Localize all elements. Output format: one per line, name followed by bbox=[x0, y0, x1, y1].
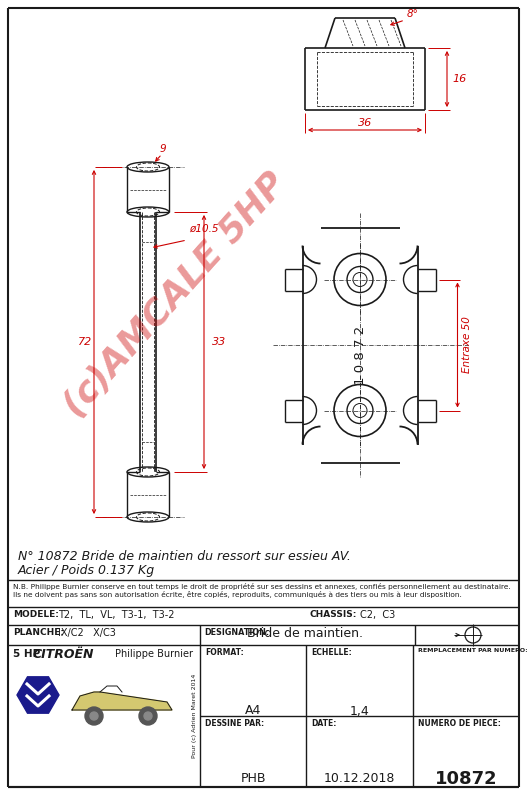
Text: T2,  TL,  VL,  T3-1,  T3-2: T2, TL, VL, T3-1, T3-2 bbox=[58, 610, 174, 620]
Text: DATE:: DATE: bbox=[311, 719, 337, 728]
Circle shape bbox=[90, 712, 98, 720]
Circle shape bbox=[139, 707, 157, 725]
Text: Bride de maintien.: Bride de maintien. bbox=[247, 627, 363, 640]
Text: 5 HP: 5 HP bbox=[13, 649, 40, 659]
Text: 36: 36 bbox=[358, 118, 372, 128]
Text: IX/C2   X/C3: IX/C2 X/C3 bbox=[58, 628, 116, 638]
Text: 1,4: 1,4 bbox=[349, 704, 369, 718]
Text: DESIGNATION:: DESIGNATION: bbox=[204, 628, 269, 637]
Text: 10872: 10872 bbox=[435, 770, 497, 788]
Text: 1 0 8 7 2: 1 0 8 7 2 bbox=[354, 325, 366, 385]
Polygon shape bbox=[72, 692, 172, 710]
Text: Entraxe 50: Entraxe 50 bbox=[463, 316, 473, 374]
Text: N.B. Philippe Burnier conserve en tout temps le droit de propriété sur ses dessi: N.B. Philippe Burnier conserve en tout t… bbox=[13, 583, 511, 598]
Text: 10.12.2018: 10.12.2018 bbox=[324, 771, 395, 785]
Text: 16: 16 bbox=[452, 74, 466, 84]
Text: C2,  C3: C2, C3 bbox=[360, 610, 395, 620]
Text: N° 10872 Bride de maintien du ressort sur essieu AV.: N° 10872 Bride de maintien du ressort su… bbox=[18, 550, 351, 563]
Text: Pour (c) Adrien Maret 2014: Pour (c) Adrien Maret 2014 bbox=[192, 674, 197, 758]
Text: ECHELLE:: ECHELLE: bbox=[311, 648, 352, 657]
Text: A4: A4 bbox=[245, 704, 261, 718]
Text: 33: 33 bbox=[212, 337, 226, 347]
Text: Philippe Burnier: Philippe Burnier bbox=[115, 649, 193, 659]
Circle shape bbox=[144, 712, 152, 720]
Text: Acier / Poids 0.137 Kg: Acier / Poids 0.137 Kg bbox=[18, 564, 155, 577]
Circle shape bbox=[85, 707, 103, 725]
Text: CITROËN: CITROËN bbox=[33, 648, 94, 661]
Text: 72: 72 bbox=[78, 337, 92, 347]
Text: PLANCHE:: PLANCHE: bbox=[13, 628, 64, 637]
Text: CHASSIS:: CHASSIS: bbox=[310, 610, 357, 619]
Text: DESSINE PAR:: DESSINE PAR: bbox=[205, 719, 264, 728]
Text: NUMERO DE PIECE:: NUMERO DE PIECE: bbox=[418, 719, 501, 728]
Text: REMPLACEMENT PAR NUMERO:: REMPLACEMENT PAR NUMERO: bbox=[418, 648, 527, 653]
Text: FORMAT:: FORMAT: bbox=[205, 648, 244, 657]
Text: PHB: PHB bbox=[240, 771, 266, 785]
Text: 9: 9 bbox=[160, 144, 167, 154]
Text: 8°: 8° bbox=[407, 9, 419, 19]
Text: MODELE:: MODELE: bbox=[13, 610, 59, 619]
Text: (c)AMCALE 5HP: (c)AMCALE 5HP bbox=[57, 167, 293, 424]
Text: ø10.5: ø10.5 bbox=[189, 224, 219, 234]
